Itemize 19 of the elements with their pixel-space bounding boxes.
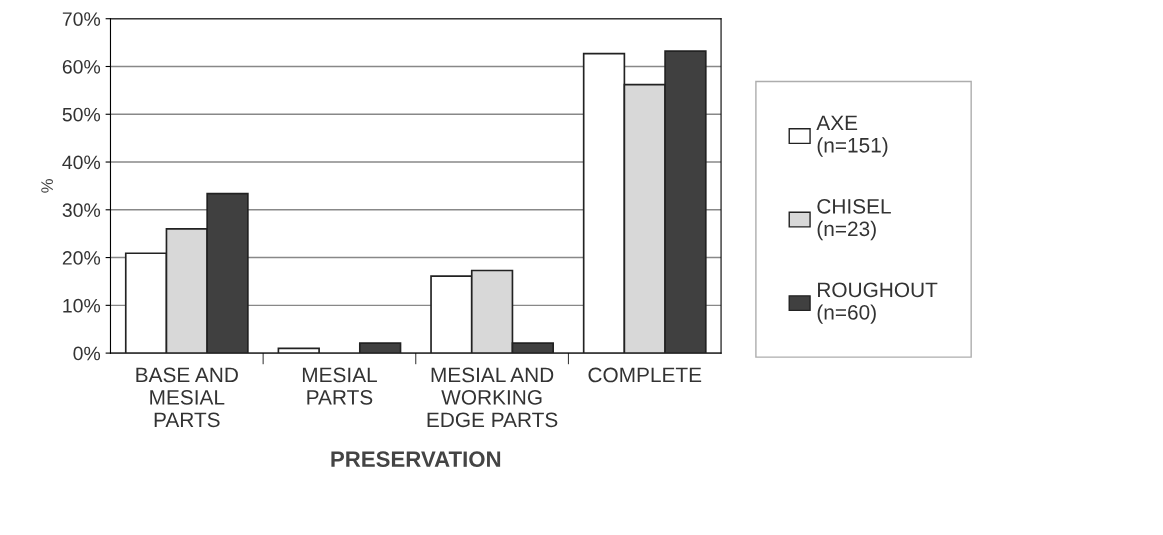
- x-tick-label: COMPLETE: [588, 367, 702, 383]
- x-axis-title: PRESERVATION: [331, 451, 501, 468]
- y-tick-label: 40%: [62, 155, 101, 170]
- bar: [277, 347, 320, 354]
- legend-label: AXE (n=151): [816, 115, 888, 157]
- x-tick-label: MESIAL AND WORKING EDGE PARTS: [427, 367, 558, 428]
- y-tick-label: 50%: [62, 107, 101, 122]
- y-tick-label: 10%: [63, 298, 101, 313]
- bar: [358, 342, 402, 354]
- y-axis-title: %: [41, 179, 53, 193]
- y-tick-label: 0%: [73, 346, 101, 361]
- x-tick-label: BASE AND MESIAL PARTS: [136, 367, 238, 428]
- legend-label: ROUGHOUT (n=60): [817, 282, 938, 324]
- y-tick-label: 30%: [62, 203, 101, 218]
- y-tick-label: 70%: [62, 12, 101, 26]
- y-tick-label: 20%: [62, 251, 101, 265]
- legend-label: CHISEL (n=23): [817, 198, 891, 241]
- y-tick-label: 60%: [62, 59, 101, 74]
- x-tick-label: MESIAL PARTS: [302, 367, 377, 405]
